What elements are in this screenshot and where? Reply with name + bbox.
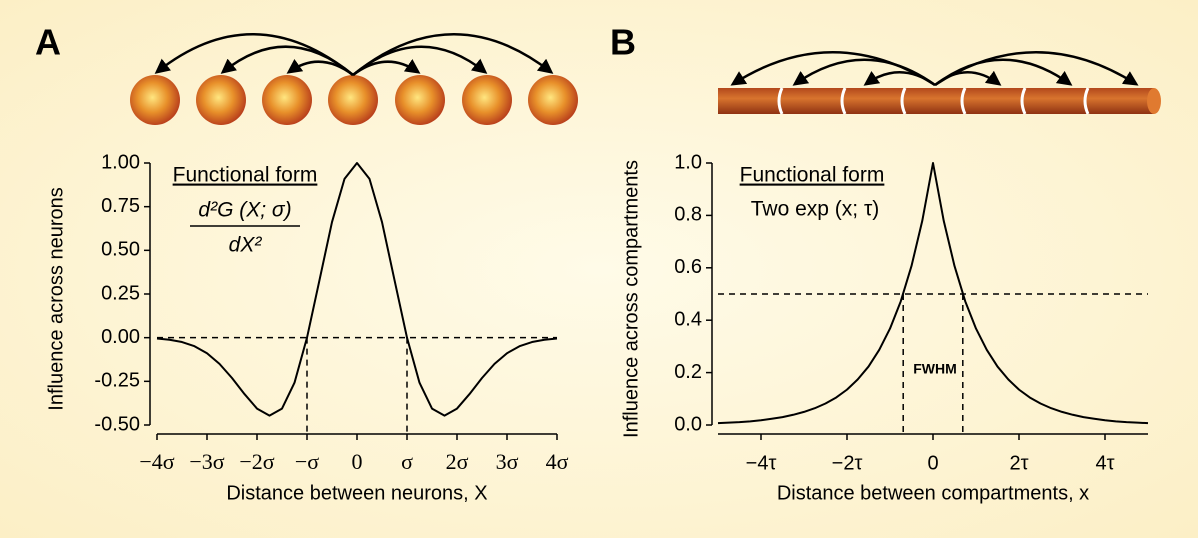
y-tick-label: 0.50 <box>101 239 140 261</box>
panel-label: B <box>610 22 636 63</box>
y-tick-label: -0.25 <box>94 370 140 392</box>
y-tick-label: 1.00 <box>101 151 140 173</box>
x-tick-label: σ <box>401 449 413 474</box>
y-tick-label: 0.00 <box>101 326 140 348</box>
annotation: d²G (X; σ) <box>198 199 291 222</box>
y-tick-label: 1.0 <box>674 151 702 173</box>
y-tick-label: 0.25 <box>101 282 140 304</box>
line <box>156 162 558 417</box>
panel-label: A <box>35 22 61 63</box>
x-tick-label: −2τ <box>832 452 863 474</box>
y-tick-label: 0.75 <box>101 195 140 217</box>
x-tick-label: −4σ <box>139 449 174 474</box>
annotation: Functional form <box>740 164 885 187</box>
x-tick-label: 3σ <box>496 449 519 474</box>
y-tick-label: 0.2 <box>674 361 702 383</box>
x-axis-label: Distance between neurons, X <box>226 482 487 504</box>
annotation: Two exp (x; τ) <box>751 198 880 221</box>
x-tick-label: 4σ <box>546 449 569 474</box>
y-axis-label: Influence across neurons <box>45 187 67 410</box>
x-tick-label: −3σ <box>189 449 224 474</box>
annotation: FWHM <box>913 361 957 377</box>
y-axis-label: Influence across compartments <box>620 160 642 438</box>
y-tick-label: 0.8 <box>674 204 702 226</box>
neuron-diagram <box>130 33 578 125</box>
y-tick-label: -0.50 <box>94 413 140 435</box>
x-tick-label: 0 <box>352 449 363 474</box>
line <box>717 162 1149 425</box>
x-tick-label: −2σ <box>239 449 274 474</box>
x-tick-label: 0 <box>927 452 938 474</box>
y-tick-label: 0.4 <box>674 308 702 330</box>
x-tick-label: −4τ <box>746 452 777 474</box>
x-tick-label: −σ <box>295 449 319 474</box>
cable-diagram <box>718 51 1161 115</box>
x-tick-label: 2τ <box>1009 452 1028 474</box>
x-axis-label: Distance between compartments, x <box>777 482 1089 504</box>
annotation: Functional form <box>173 164 318 187</box>
x-tick-label: 2σ <box>446 449 469 474</box>
y-tick-label: 0.0 <box>674 413 702 435</box>
annotation: dX² <box>229 234 263 257</box>
x-tick-label: 4τ <box>1095 452 1114 474</box>
y-tick-label: 0.6 <box>674 256 702 278</box>
